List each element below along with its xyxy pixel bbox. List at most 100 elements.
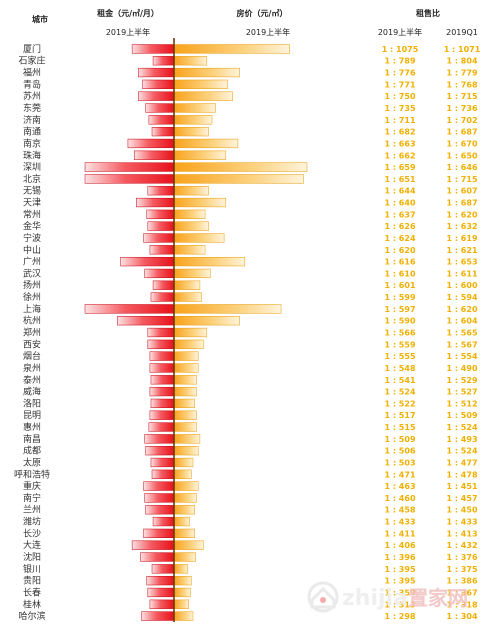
row-35: 成都 1 : 506 1 : 524	[23, 445, 478, 457]
city-label: 南宁	[23, 492, 41, 504]
ratio-q1-label: 1 : 736	[446, 104, 477, 113]
row-18: 中山 1 : 620 1 : 621	[23, 244, 478, 256]
ratio-h1-label: 1 : 509	[384, 435, 415, 444]
price-bar	[173, 162, 308, 172]
rent-bar	[145, 103, 175, 113]
rent-bar	[144, 268, 175, 279]
watermark-cn: 置家网	[408, 586, 468, 610]
rent-bar	[148, 422, 175, 432]
city-label: 福州	[23, 67, 41, 79]
ratio-q1-label: 1 : 433	[446, 518, 477, 527]
rent-bar	[152, 56, 175, 66]
rent-bar	[143, 528, 175, 538]
rent-bar	[151, 469, 175, 479]
row-22: 徐州 1 : 599 1 : 594	[23, 291, 478, 303]
row-43: 大连 1 : 406 1 : 432	[23, 539, 478, 551]
ratio-q1-label: 1 : 621	[446, 246, 477, 255]
price-bar	[173, 375, 197, 385]
rent-bar	[151, 564, 175, 574]
city-label: 威海	[23, 386, 41, 398]
price-bar	[173, 540, 204, 550]
row-23: 上海 1 : 597 1 : 620	[23, 303, 478, 315]
ratio-h1-label: 1 : 555	[384, 352, 415, 361]
ratio-q1-label: 1 : 478	[446, 470, 477, 479]
ratio-q1-label: 1 : 620	[446, 305, 477, 314]
price-bar	[173, 103, 216, 113]
price-bar	[173, 434, 201, 444]
price-bar	[173, 174, 304, 184]
ratio-q1-label: 1 : 779	[446, 69, 477, 78]
price-bar	[173, 91, 233, 101]
ratio-q1-label: 1 : 451	[446, 482, 477, 491]
city-label: 广州	[23, 256, 41, 268]
rent-bar	[145, 446, 175, 456]
ratio-q1-label: 1 : 493	[446, 435, 477, 444]
watermark: zhijia 置家网	[307, 581, 468, 613]
price-bar	[173, 256, 246, 267]
city-label: 惠州	[23, 421, 41, 433]
city-label: 东莞	[23, 102, 41, 114]
row-1: 厦门 1 : 1075 1 : 1071	[23, 43, 481, 55]
city-label: 扬州	[23, 279, 41, 291]
ratio-h1-label: 1 : 522	[384, 399, 415, 408]
ratio-column-header: 租售比	[416, 8, 440, 18]
price-bar	[173, 505, 195, 515]
price-bar	[173, 245, 206, 255]
ratio-q1-header: 2019Q1	[446, 28, 478, 37]
ratio-h1-label: 1 : 517	[384, 411, 415, 420]
city-label: 无锡	[23, 186, 41, 197]
row-2: 石家庄 1 : 789 1 : 804	[18, 55, 477, 67]
ratio-h1-label: 1 : 548	[384, 364, 415, 373]
rent-bar	[150, 457, 175, 468]
ratio-h1-label: 1 : 601	[384, 281, 415, 290]
rent-bar	[142, 79, 175, 89]
rent-bar	[149, 386, 175, 397]
row-46: 贵阳 1 : 395 1 : 386	[23, 575, 478, 587]
ratio-h1-label: 1 : 644	[384, 187, 415, 196]
row-11: 深圳 1 : 659 1 : 646	[23, 162, 478, 173]
rent-bar	[152, 516, 175, 527]
ratio-q1-label: 1 : 670	[446, 139, 477, 148]
row-33: 惠州 1 : 515 1 : 524	[23, 421, 478, 433]
rent-bar	[120, 256, 175, 267]
row-29: 泰州 1 : 541 1 : 529	[23, 374, 478, 386]
city-label: 徐州	[23, 291, 41, 303]
city-label: 大连	[23, 539, 41, 551]
rent-bar	[147, 221, 175, 231]
rent-bar	[144, 493, 175, 503]
row-25: 郑州 1 : 566 1 : 565	[23, 327, 478, 339]
price-bar	[173, 516, 190, 527]
ratio-q1-label: 1 : 386	[446, 577, 477, 586]
city-label: 中山	[23, 244, 41, 256]
row-39: 南宁 1 : 460 1 : 457	[23, 492, 478, 504]
price-bar	[173, 410, 197, 420]
ratio-q1-label: 1 : 604	[446, 317, 477, 326]
rent-bar	[117, 316, 175, 326]
ratio-q1-label: 1 : 646	[446, 163, 477, 172]
ratio-q1-label: 1 : 457	[446, 494, 477, 503]
price-bar	[173, 56, 208, 66]
ratio-h1-label: 1 : 610	[384, 269, 415, 278]
row-38: 重庆 1 : 463 1 : 451	[23, 480, 478, 492]
ratio-h1-label: 1 : 735	[384, 104, 415, 113]
price-bar	[173, 186, 209, 196]
row-14: 天津 1 : 640 1 : 687	[23, 198, 478, 209]
rent-bar	[147, 186, 175, 196]
row-10: 珠海 1 : 662 1 : 650	[23, 149, 478, 161]
city-label: 哈尔滨	[18, 610, 45, 622]
price-bar	[173, 587, 191, 598]
price-bar	[173, 268, 211, 279]
rent-bar	[152, 280, 175, 290]
ratio-q1-label: 1 : 594	[446, 293, 477, 302]
rent-bar	[145, 505, 175, 515]
ratio-q1-label: 1 : 650	[446, 151, 477, 160]
price-bar	[173, 197, 227, 208]
ratio-q1-label: 1 : 702	[446, 116, 477, 125]
city-label: 南通	[23, 126, 41, 138]
price-period-label: 2019上半年	[246, 27, 290, 37]
price-bar	[173, 351, 199, 361]
city-label: 太原	[23, 456, 41, 468]
row-40: 兰州 1 : 458 1 : 450	[23, 504, 478, 516]
ratio-h1-label: 1 : 771	[384, 80, 415, 89]
row-16: 金华 1 : 626 1 : 632	[23, 220, 478, 232]
